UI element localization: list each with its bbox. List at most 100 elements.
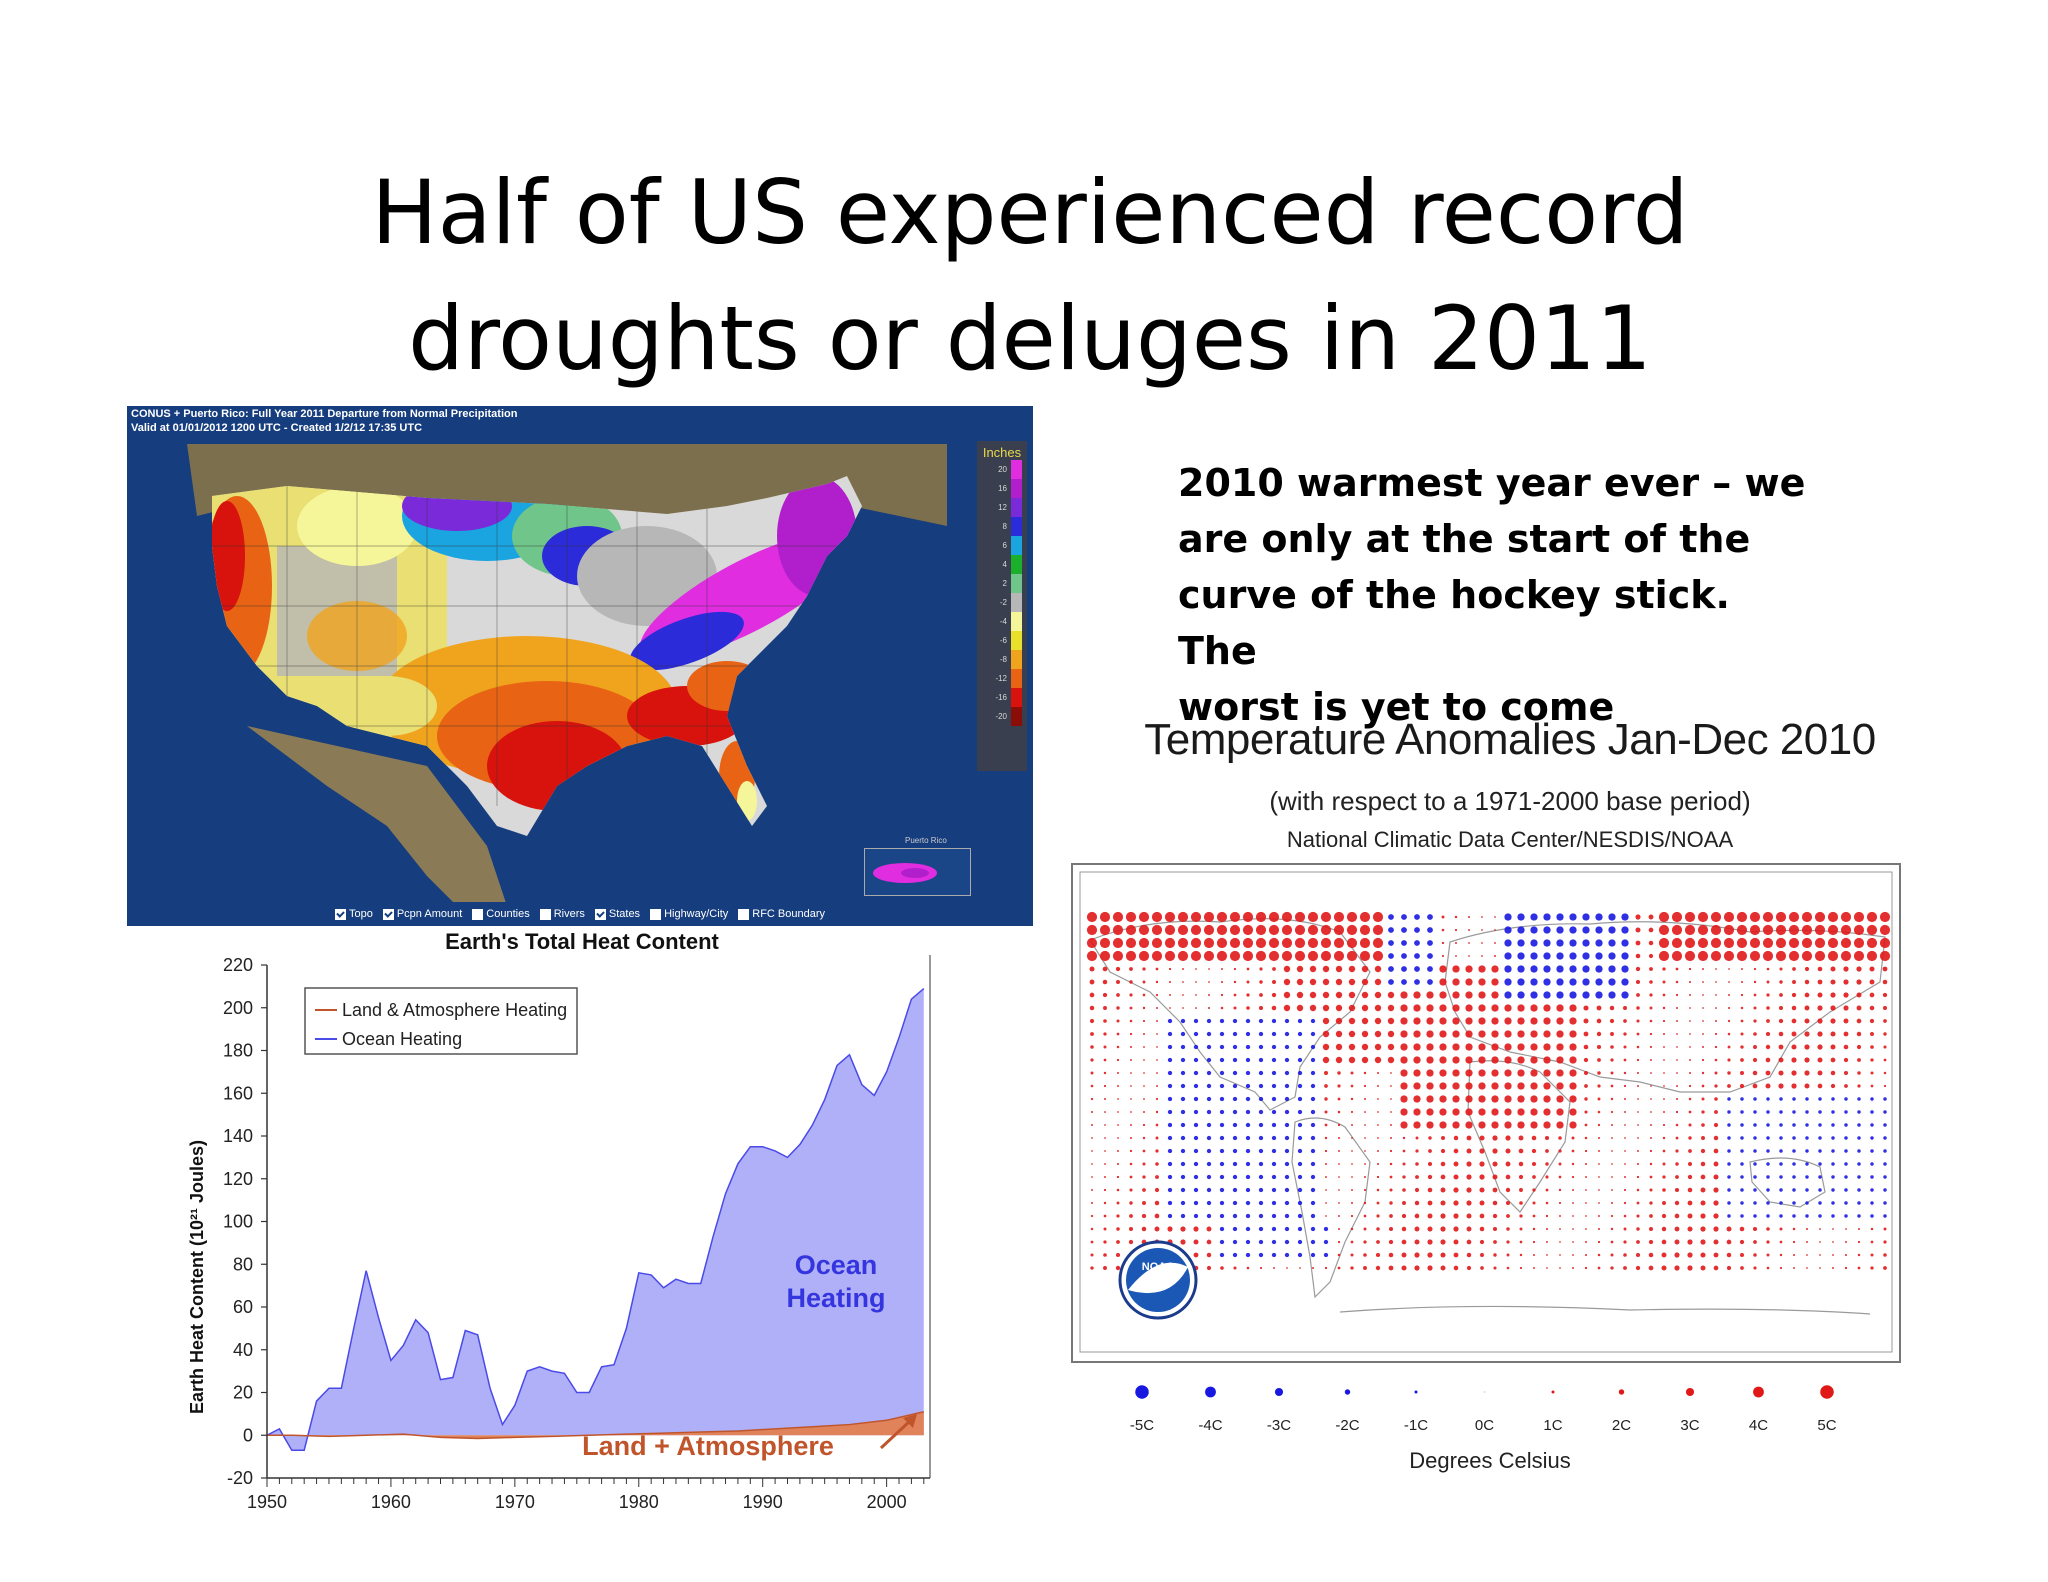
anomaly-dot — [1727, 1149, 1731, 1153]
checkbox-empty-icon[interactable] — [472, 908, 484, 920]
anomaly-dot — [1245, 1122, 1251, 1128]
anomaly-dot — [1478, 1095, 1486, 1103]
anomaly-dot — [1544, 1135, 1550, 1141]
anomaly-dot — [1662, 993, 1666, 997]
map-layer-option[interactable]: RFC Boundary — [738, 908, 825, 920]
anomaly-dot — [1465, 1043, 1473, 1051]
anomaly-dot — [1595, 952, 1603, 960]
anomaly-dot — [1636, 993, 1640, 997]
anomaly-dot — [1584, 1110, 1588, 1114]
anomaly-dot — [1814, 911, 1826, 923]
map-layer-option[interactable]: Counties — [472, 908, 530, 920]
anomaly-dot — [1582, 926, 1590, 934]
anomaly-dot — [1491, 1017, 1499, 1025]
map-layer-option[interactable]: Topo — [334, 908, 373, 920]
checkbox-empty-icon[interactable] — [738, 908, 750, 920]
anomaly-dot — [1206, 1265, 1212, 1271]
anomaly-dot — [1832, 1267, 1834, 1269]
anomaly-dot — [1713, 1187, 1719, 1193]
anomaly-dot — [1504, 1043, 1512, 1051]
anomaly-dot — [1831, 1188, 1835, 1192]
anomaly-dot — [1258, 1109, 1264, 1115]
anomaly-dot — [1584, 1149, 1588, 1153]
anomaly-dot — [1400, 991, 1408, 999]
map-header: CONUS + Puerto Rico: Full Year 2011 Depa… — [131, 407, 517, 435]
map-layer-option[interactable]: Rivers — [539, 908, 585, 920]
anomaly-dot — [1258, 1148, 1264, 1154]
anomaly-dot — [1675, 967, 1679, 971]
anomaly-dot — [1116, 1175, 1120, 1179]
anomaly-dot — [1775, 950, 1787, 962]
anomaly-dot — [1453, 1239, 1459, 1245]
checkbox-checked-icon[interactable] — [382, 908, 394, 920]
anomaly-dot — [1779, 1266, 1783, 1270]
anomaly-dot — [1299, 1267, 1301, 1269]
anomaly-dot — [1791, 1044, 1797, 1050]
anomaly-dot — [1180, 1018, 1186, 1024]
anomaly-dot — [1478, 1056, 1486, 1064]
anomaly-dot — [1766, 980, 1770, 984]
anomaly-dot — [1831, 1175, 1835, 1179]
anomaly-dot — [1635, 927, 1641, 933]
anomaly-dot — [1779, 993, 1783, 997]
anomaly-dot — [1818, 1201, 1822, 1205]
anomaly-dot — [1697, 937, 1709, 949]
anomaly-dot — [1414, 940, 1420, 946]
anomaly-dot — [1788, 937, 1800, 949]
anomaly-dot — [1151, 924, 1163, 936]
checkbox-checked-icon[interactable] — [334, 908, 346, 920]
anomaly-dot — [1624, 1124, 1626, 1126]
temperature-scale: -5C -4C -3C -2C -1C 0C 1C 2C 3C 4C 5C — [1130, 1385, 1837, 1434]
anomaly-dot — [1610, 1253, 1614, 1257]
anomaly-dot — [1219, 1070, 1225, 1076]
anomaly-dot — [1376, 1240, 1380, 1244]
anomaly-dot — [1740, 1188, 1744, 1192]
anomaly-dot — [1245, 1018, 1251, 1024]
anomaly-dot — [1727, 1019, 1731, 1023]
map-layer-option[interactable]: Highway/City — [650, 908, 728, 920]
anomaly-dot — [1649, 1149, 1653, 1153]
anomaly-dot — [1714, 1032, 1718, 1036]
anomaly-dot — [1517, 926, 1525, 934]
checkbox-empty-icon[interactable] — [539, 908, 551, 920]
anomaly-dot — [1792, 1175, 1796, 1179]
anomaly-dot — [1714, 1084, 1718, 1088]
anomaly-dot — [1466, 1252, 1472, 1258]
temp-anomaly-subtitle: (with respect to a 1971-2000 base period… — [1269, 786, 1751, 816]
anomaly-dot — [1333, 924, 1345, 936]
checkbox-checked-icon[interactable] — [594, 908, 606, 920]
checkbox-empty-icon[interactable] — [650, 908, 662, 920]
anomaly-dot — [1468, 955, 1470, 957]
anomaly-dot — [1870, 1266, 1874, 1270]
anomaly-dot — [1545, 1162, 1549, 1166]
anomaly-dot — [1350, 1266, 1354, 1270]
anomaly-dot — [1609, 1018, 1615, 1024]
anomaly-dot — [1583, 1018, 1589, 1024]
anomaly-dot — [1843, 979, 1849, 985]
anomaly-dot — [1324, 1136, 1328, 1140]
anomaly-dot — [1585, 1241, 1587, 1243]
side-text-line-1: 2010 warmest year ever – we — [1178, 461, 1806, 505]
anomaly-dot — [1453, 1161, 1459, 1167]
anomaly-dot — [1453, 1226, 1459, 1232]
anomaly-dot — [1414, 979, 1420, 985]
legend-land: Land & Atmosphere Heating — [342, 1000, 567, 1020]
anomaly-dot — [1130, 1072, 1132, 1074]
anomaly-dot — [1585, 1189, 1587, 1191]
anomaly-dot — [1584, 1084, 1588, 1088]
anomaly-dot — [1413, 991, 1421, 999]
legend-value: 2 — [1002, 579, 1007, 588]
map-layer-option[interactable]: Pcpn Amount — [382, 908, 462, 920]
anomaly-dot — [1284, 1031, 1290, 1037]
anomaly-dot — [1320, 937, 1332, 949]
map-layer-option[interactable]: States — [594, 908, 640, 920]
anomaly-dot — [1219, 1031, 1225, 1037]
anomaly-dot — [1325, 1202, 1327, 1204]
anomaly-dot — [1832, 1254, 1834, 1256]
anomaly-dot — [1297, 1031, 1303, 1037]
anomaly-dot — [1882, 992, 1888, 998]
anomaly-dot — [1402, 1175, 1406, 1179]
anomaly-dot — [1504, 965, 1512, 973]
anomaly-dot — [1687, 1239, 1693, 1245]
anomaly-dot — [1454, 915, 1458, 919]
